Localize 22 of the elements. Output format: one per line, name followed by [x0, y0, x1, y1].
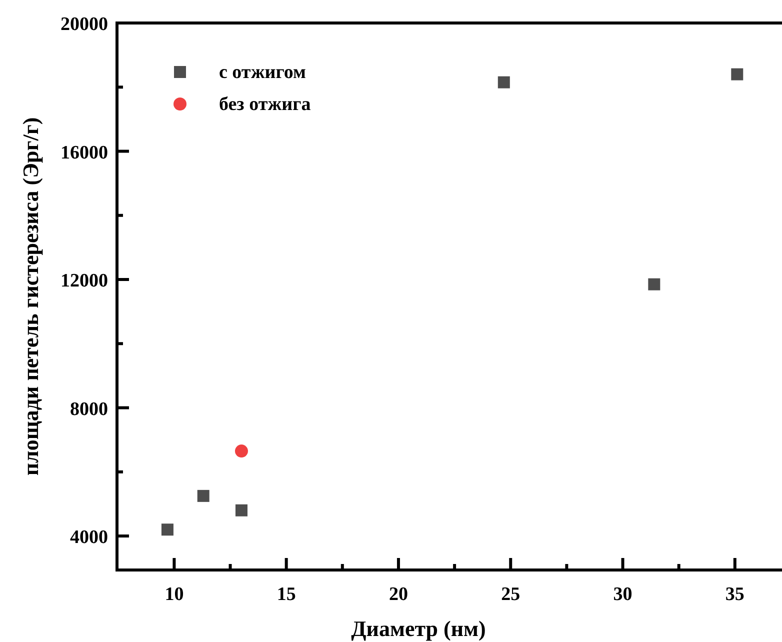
point — [161, 524, 174, 536]
point — [197, 490, 210, 502]
point — [235, 504, 248, 516]
x-tick-label: 20 — [388, 584, 408, 605]
x-tick-label: 30 — [613, 584, 632, 605]
y-axis-title: площади петель гистерезиса (Эрг/г) — [18, 117, 43, 476]
point — [731, 68, 744, 80]
x-tick-label: 15 — [276, 584, 296, 605]
x-tick-label: 10 — [164, 584, 184, 605]
y-tick-label: 20000 — [60, 14, 108, 35]
x-tick-label: 35 — [725, 584, 744, 605]
x-tick-label: 25 — [501, 584, 520, 605]
point — [234, 444, 248, 458]
y-tick-label: 8000 — [70, 398, 108, 420]
legend-label: без отжига — [219, 94, 312, 115]
y-tick-label: 12000 — [60, 270, 108, 292]
legend-label: с отжигом — [219, 62, 306, 83]
y-tick-label: 4000 — [70, 527, 108, 548]
x-axis-title: Диаметр (нм) — [351, 616, 486, 641]
point — [648, 278, 660, 290]
y-tick-label: 16000 — [60, 142, 108, 164]
point — [498, 76, 510, 88]
